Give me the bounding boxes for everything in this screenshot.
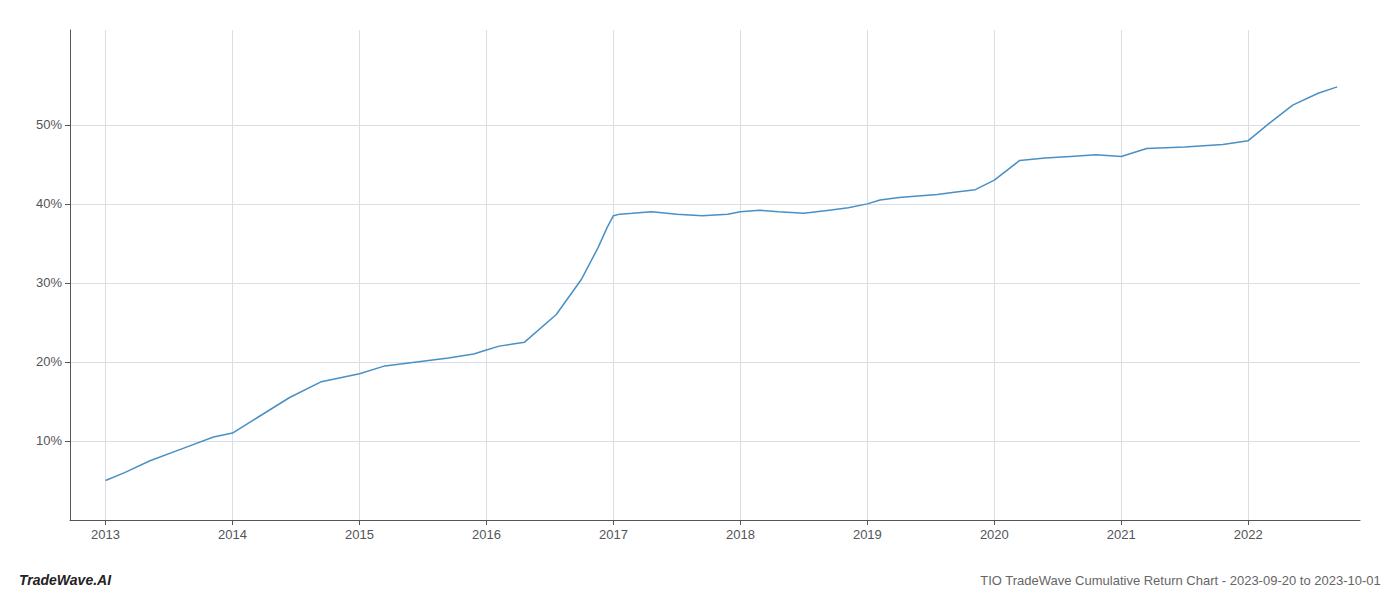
svg-text:2013: 2013 xyxy=(91,527,120,542)
svg-text:10%: 10% xyxy=(36,433,62,448)
svg-text:2014: 2014 xyxy=(218,527,247,542)
svg-text:30%: 30% xyxy=(36,275,62,290)
svg-text:2017: 2017 xyxy=(599,527,628,542)
svg-text:2022: 2022 xyxy=(1234,527,1263,542)
svg-text:50%: 50% xyxy=(36,117,62,132)
svg-text:2019: 2019 xyxy=(853,527,882,542)
svg-text:TradeWave.AI: TradeWave.AI xyxy=(19,572,112,588)
svg-text:TIO TradeWave Cumulative Retur: TIO TradeWave Cumulative Return Chart - … xyxy=(980,573,1381,588)
svg-text:2016: 2016 xyxy=(472,527,501,542)
svg-text:2021: 2021 xyxy=(1107,527,1136,542)
svg-text:20%: 20% xyxy=(36,354,62,369)
svg-text:2020: 2020 xyxy=(980,527,1009,542)
svg-text:2018: 2018 xyxy=(726,527,755,542)
svg-text:40%: 40% xyxy=(36,196,62,211)
svg-text:2015: 2015 xyxy=(345,527,374,542)
